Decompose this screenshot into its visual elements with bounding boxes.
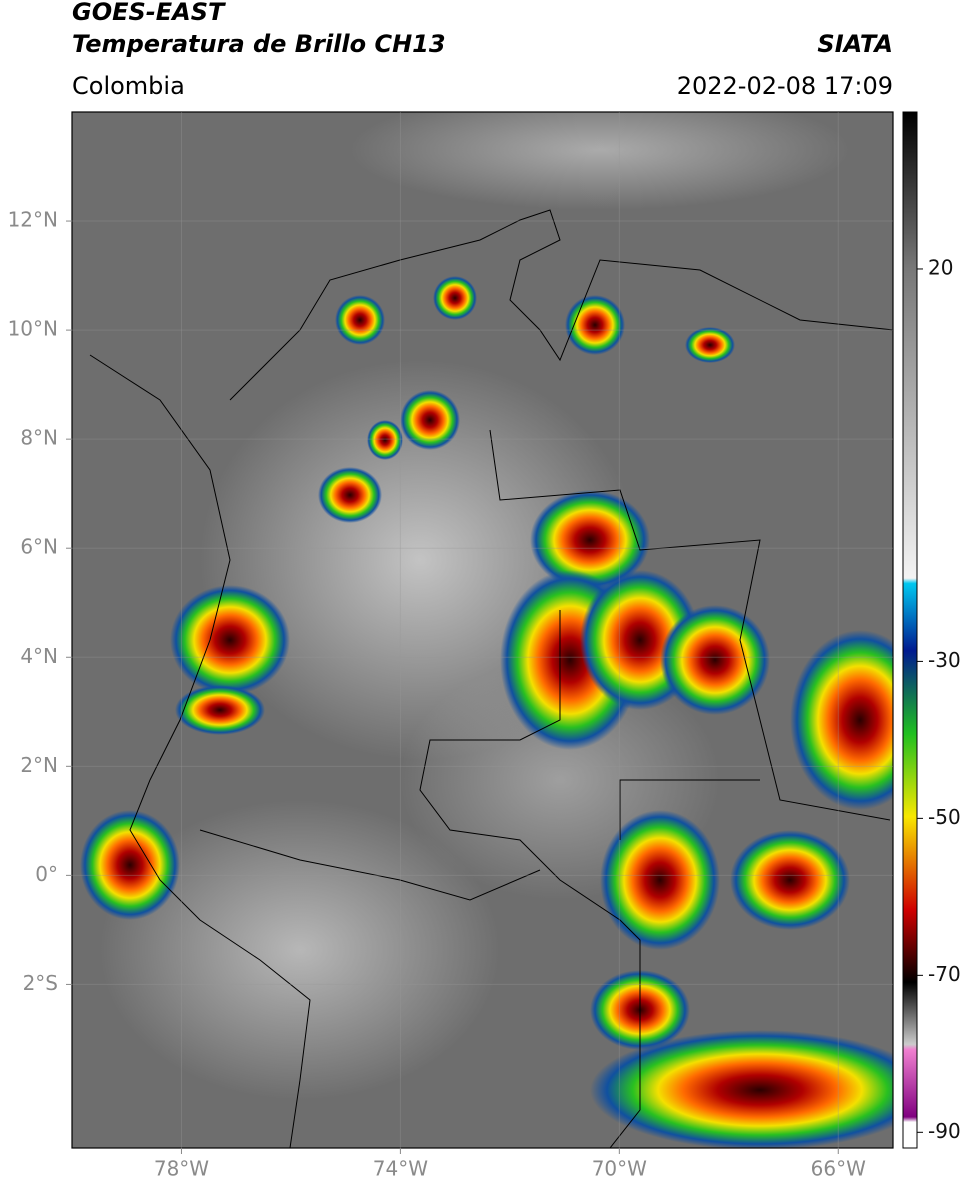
colorbar-tick-label: -90 — [928, 1119, 961, 1143]
colorbar-tick-label: -70 — [928, 962, 961, 986]
satellite-image — [72, 112, 893, 1148]
x-tick-label: 70°W — [592, 1157, 647, 1181]
y-tick-label: 12°N — [8, 208, 58, 232]
x-tick-label: 78°W — [154, 1157, 209, 1181]
y-tick-label: 2°N — [20, 753, 58, 777]
region: Colombia — [72, 72, 185, 100]
colorbar — [902, 111, 918, 1149]
colorbar-tick-label: 20 — [928, 255, 953, 279]
datetime: 2022-02-08 17:09 — [677, 72, 893, 100]
x-tick-label: 74°W — [373, 1157, 428, 1181]
y-tick-label: 8°N — [20, 426, 58, 450]
y-tick-label: 6°N — [20, 535, 58, 559]
colorbar-tick-label: -30 — [928, 648, 961, 672]
product: Temperatura de Brillo CH13 — [72, 30, 446, 58]
y-tick-label: 2°S — [23, 971, 58, 995]
y-tick-label: 4°N — [20, 644, 58, 668]
map-frame — [71, 111, 894, 1149]
satellite: GOES-EAST — [72, 0, 226, 26]
y-tick-label: 10°N — [8, 317, 58, 341]
colorbar-tick-label: -50 — [928, 805, 961, 829]
x-tick-label: 66°W — [811, 1157, 866, 1181]
y-tick-label: 0° — [35, 862, 58, 886]
brand: SIATA — [817, 30, 893, 58]
